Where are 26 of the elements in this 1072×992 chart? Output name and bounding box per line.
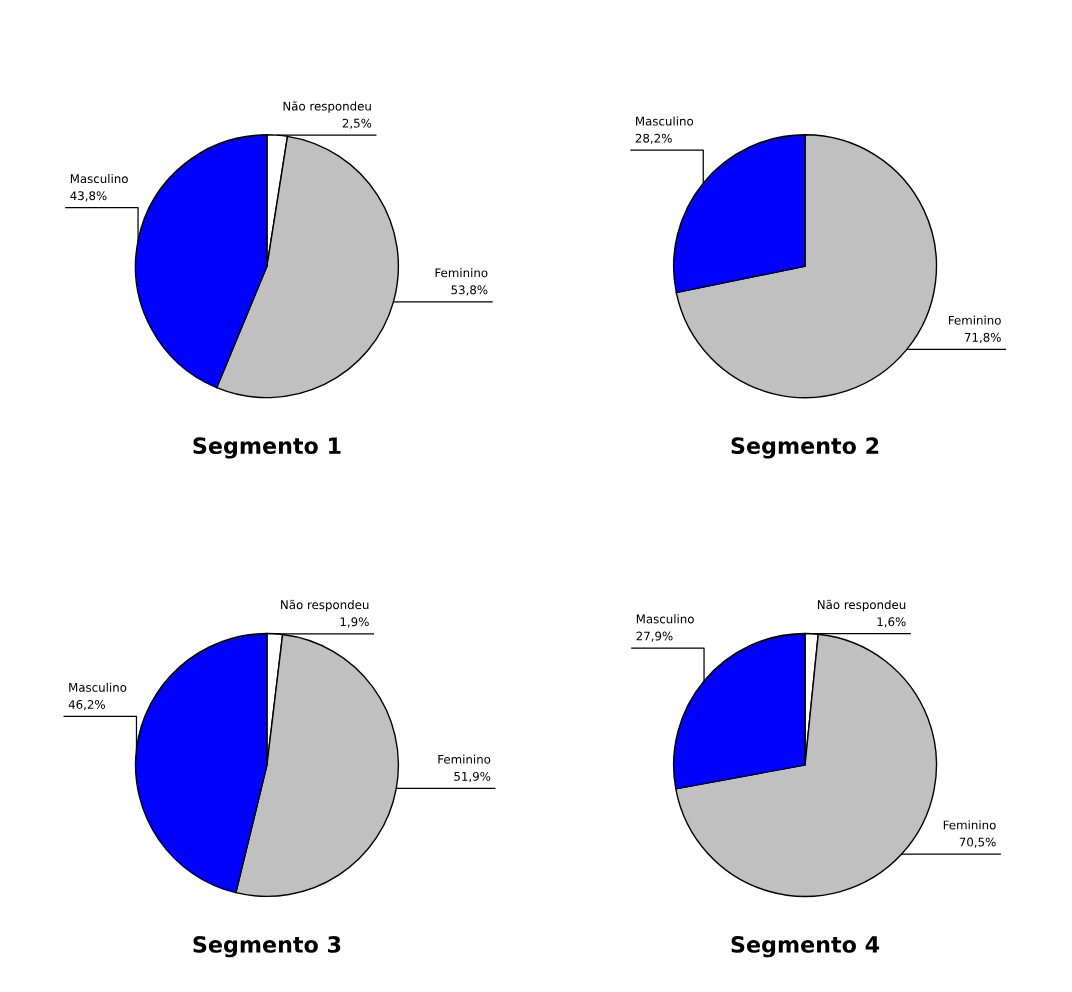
slice-label: Feminino [943,820,996,830]
data-label: 51,9% [454,771,491,783]
data-label: 27,9% [636,631,673,642]
slice-label: Feminino [948,315,1001,325]
slice-label: Masculino [69,682,127,692]
text: Segmento 4 [731,936,880,958]
slice-label: Não respondeu [817,599,906,612]
data-label: 43,8% [70,191,107,202]
slice-label: Feminino [435,268,488,278]
slice-label: Masculino [70,173,128,184]
slice-label: Masculino [636,116,694,126]
slice-label: Não respondeu [283,101,371,113]
data-label: 1,6% [877,617,906,628]
text: Segmento 3 [193,936,341,958]
data-label: 28,2% [635,133,672,144]
slice-label: Não respondeu [281,599,369,612]
data-label: 1,9% [340,617,369,628]
text: Segmento 1 [193,437,341,459]
data-label: 46,2% [68,699,105,711]
data-label: 71,8% [964,332,1001,343]
slice-label: Masculino [636,614,694,624]
slice-label: Feminino [438,754,491,764]
data-label: 2,5% [342,118,372,129]
text: Segmento 2 [731,437,879,459]
data-label: 53,8% [451,285,488,296]
data-label: 70,5% [959,837,996,848]
